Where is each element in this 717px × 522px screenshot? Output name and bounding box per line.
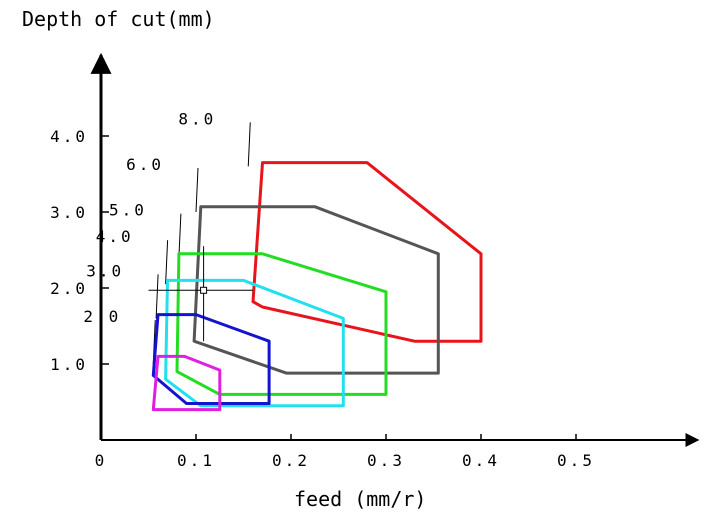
axis-ticks: 0 0.1 0.2 0.3 0.4 0.51.02.03.04.0 (50, 127, 595, 470)
series-region-2-0 (151, 354, 222, 412)
series-region-8-0 (251, 161, 483, 343)
y-tick-label: 3.0 (50, 203, 88, 222)
series-leader-line (165, 240, 169, 285)
y-tick-label: 4.0 (50, 127, 88, 146)
series-leader-lines (152, 122, 251, 365)
series-labels: 8.0 6.0 5.0 4.0 3.0 2.0 (83, 109, 216, 326)
marker-point-group (148, 246, 253, 342)
series-region-3-0 (151, 313, 271, 405)
series-label-6-0: 6.0 (126, 155, 164, 174)
series-label-3-0: 3.0 (86, 261, 124, 280)
series-label-2-0: 2.0 (83, 307, 121, 326)
y-tick-label: 2.0 (50, 279, 88, 298)
series-regions (151, 161, 483, 412)
marker-point (200, 286, 208, 294)
y-axis-label: Depth of cut(mm) (22, 7, 215, 31)
x-axis-label: feed (mm/r) (294, 487, 426, 511)
series-leader-line (178, 213, 182, 258)
series-leader-line (247, 122, 251, 167)
series-leader-line (195, 167, 199, 213)
x-tick-label: 0.4 (462, 451, 500, 470)
series-label-8-0: 8.0 (178, 109, 216, 128)
y-tick-label: 1.0 (50, 355, 88, 374)
x-tick-label: 0.3 (367, 451, 405, 470)
series-region-6-0 (192, 205, 440, 375)
x-tick-label: 0.2 (272, 451, 310, 470)
series-leader-line (155, 274, 159, 319)
x-tick-label: 0.5 (557, 451, 595, 470)
x-tick-label: 0 (95, 451, 108, 470)
series-region-4-0 (164, 278, 345, 408)
series-label-5-0: 5.0 (109, 201, 147, 220)
x-tick-label: 0.1 (177, 451, 215, 470)
series-label-4-0: 4.0 (96, 227, 134, 246)
